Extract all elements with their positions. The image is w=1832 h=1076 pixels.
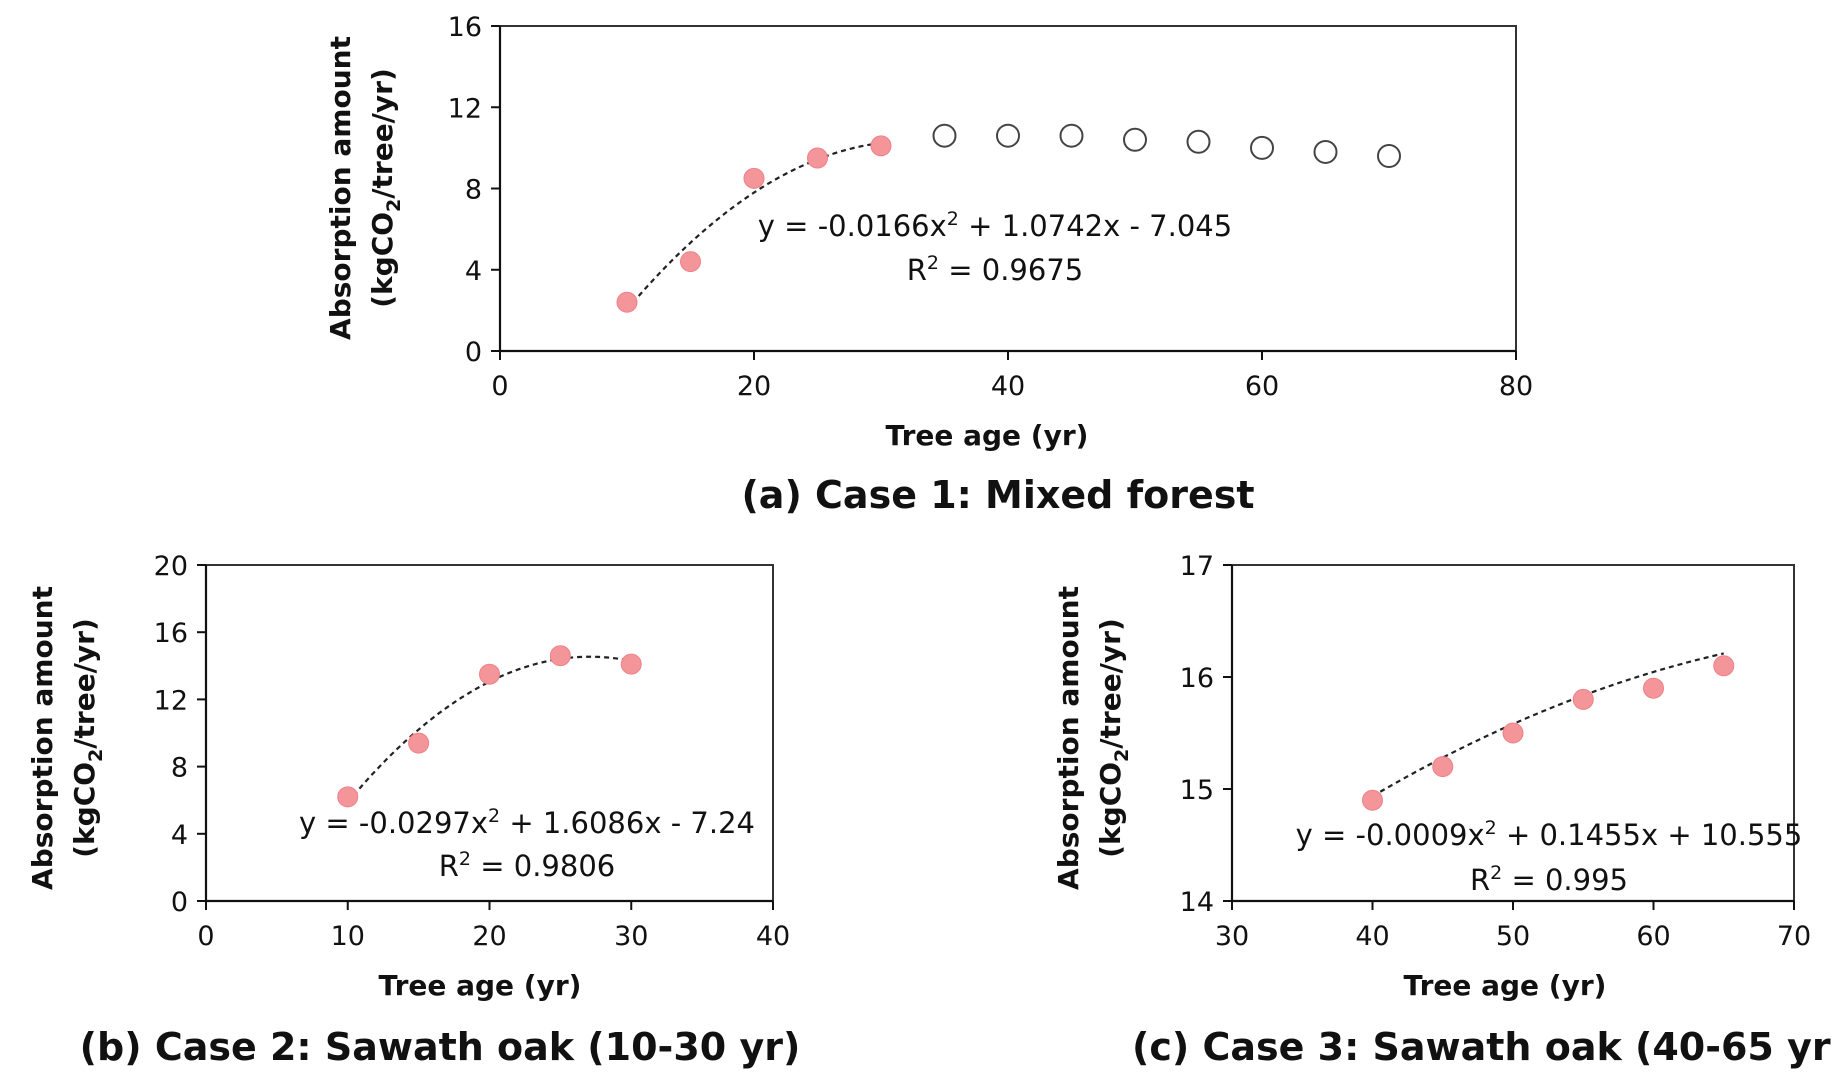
data-point-filled bbox=[549, 645, 571, 667]
x-tick-label: 10 bbox=[331, 921, 365, 952]
y-tick-label: 16 bbox=[448, 12, 482, 43]
x-tick-label: 20 bbox=[472, 921, 506, 952]
caption-a: (a) Case 1: Mixed forest bbox=[741, 473, 1254, 517]
data-point-open bbox=[996, 123, 1020, 148]
axes-a: 0 20 40 60 80 0 4 8 12 16 bbox=[448, 12, 1534, 402]
data-point-filled bbox=[743, 167, 765, 189]
y-axis-title-b-line2: (kgCO2/tree/yr) bbox=[68, 618, 107, 858]
equation-b: y = -0.0297x2 + 1.6086x - 7.24 bbox=[299, 805, 755, 840]
y-tick-label: 4 bbox=[171, 820, 188, 851]
r-squared-b: R2 = 0.9806 bbox=[439, 848, 615, 883]
x-tick-label: 60 bbox=[1636, 921, 1670, 952]
caption-c: (c) Case 3: Sawath oak (40-65 yr) bbox=[1132, 1025, 1832, 1069]
r-squared-a: R2 = 0.9675 bbox=[907, 252, 1083, 287]
x-tick-label: 20 bbox=[737, 371, 771, 402]
panel-c: 30 40 50 60 70 14 15 16 17 y = -0.0009x2 + 0.145… bbox=[1052, 551, 1832, 1069]
y-tick-label: 12 bbox=[154, 685, 188, 716]
data-point-filled bbox=[408, 732, 430, 754]
trendline-c bbox=[1371, 652, 1724, 798]
y-tick-label: 14 bbox=[1180, 887, 1214, 918]
y-tick-label: 0 bbox=[171, 887, 188, 918]
y-tick-label: 8 bbox=[171, 753, 188, 784]
data-point-filled bbox=[337, 786, 359, 808]
data-point-open bbox=[1123, 127, 1147, 152]
data-point-filled bbox=[870, 135, 892, 157]
points-c bbox=[1362, 655, 1735, 811]
y-tick-label: 0 bbox=[465, 337, 482, 368]
data-point-open bbox=[1186, 129, 1211, 154]
data-point-filled bbox=[479, 663, 500, 685]
data-point-filled bbox=[1713, 655, 1735, 677]
x-tick-label: 60 bbox=[1245, 371, 1279, 402]
y-tick-label: 16 bbox=[1180, 663, 1214, 694]
panel-a: 0 20 40 60 80 0 4 8 12 16 y = -0.0166x2 + 1.0742x… bbox=[324, 12, 1533, 517]
x-tick-label: 0 bbox=[491, 371, 508, 402]
y-tick-label: 15 bbox=[1180, 775, 1214, 806]
y-tick-label: 17 bbox=[1180, 551, 1214, 582]
points-a bbox=[616, 123, 1401, 313]
data-point-filled bbox=[616, 291, 638, 313]
y-axis-title-c-line2: (kgCO2/tree/yr) bbox=[1094, 618, 1133, 858]
data-point-filled bbox=[1502, 722, 1524, 744]
axes-b: 0 10 20 30 40 0 4 8 12 16 20 bbox=[154, 551, 791, 952]
x-tick-label: 40 bbox=[756, 921, 790, 952]
data-point-filled bbox=[1643, 677, 1664, 699]
data-point-open bbox=[1313, 139, 1338, 164]
y-tick-label: 4 bbox=[465, 256, 482, 287]
data-point-filled bbox=[1572, 688, 1594, 710]
axes-c: 30 40 50 60 70 14 15 16 17 bbox=[1180, 551, 1812, 952]
x-axis-title-a: Tree age (yr) bbox=[886, 419, 1089, 452]
x-axis-title-b: Tree age (yr) bbox=[379, 969, 582, 1002]
y-tick-label: 16 bbox=[154, 618, 188, 649]
x-tick-label: 80 bbox=[1499, 371, 1533, 402]
x-tick-label: 40 bbox=[1355, 921, 1389, 952]
x-tick-label: 50 bbox=[1496, 921, 1530, 952]
x-tick-label: 0 bbox=[197, 921, 214, 952]
data-point-open bbox=[1250, 135, 1274, 160]
y-tick-label: 20 bbox=[154, 551, 188, 582]
y-tick-label: 8 bbox=[465, 175, 482, 206]
x-tick-label: 70 bbox=[1777, 921, 1811, 952]
data-point-open bbox=[1059, 123, 1084, 148]
caption-b: (b) Case 2: Sawath oak (10-30 yr) bbox=[80, 1025, 801, 1069]
y-axis-title-a-line2: (kgCO2/tree/yr) bbox=[366, 68, 405, 308]
data-point-filled bbox=[620, 653, 642, 675]
data-point-filled bbox=[680, 251, 701, 273]
plot-area-a bbox=[499, 25, 1517, 352]
x-tick-label: 30 bbox=[614, 921, 648, 952]
trendline-a bbox=[626, 141, 882, 311]
equation-a: y = -0.0166x2 + 1.0742x - 7.045 bbox=[758, 208, 1232, 243]
y-tick-label: 12 bbox=[448, 93, 482, 124]
data-point-filled bbox=[1362, 789, 1383, 811]
x-tick-label: 40 bbox=[991, 371, 1025, 402]
data-point-filled bbox=[1432, 756, 1454, 778]
y-axis-title-c-line1: Absorption amount bbox=[1052, 586, 1085, 890]
equation-c: y = -0.0009x2 + 0.1455x + 10.555 bbox=[1296, 817, 1803, 852]
x-tick-label: 30 bbox=[1215, 921, 1249, 952]
points-b bbox=[337, 645, 642, 808]
y-axis-title-b-line1: Absorption amount bbox=[26, 586, 59, 890]
data-point-open bbox=[932, 123, 957, 148]
data-point-filled bbox=[807, 147, 828, 169]
r-squared-c: R2 = 0.995 bbox=[1470, 862, 1628, 897]
x-axis-title-c: Tree age (yr) bbox=[1404, 969, 1607, 1002]
y-axis-title-a-line1: Absorption amount bbox=[324, 36, 357, 340]
panel-b: 0 10 20 30 40 0 4 8 12 16 20 y = -0.0297x2 + 1.608… bbox=[26, 551, 800, 1069]
data-point-open bbox=[1377, 144, 1401, 168]
